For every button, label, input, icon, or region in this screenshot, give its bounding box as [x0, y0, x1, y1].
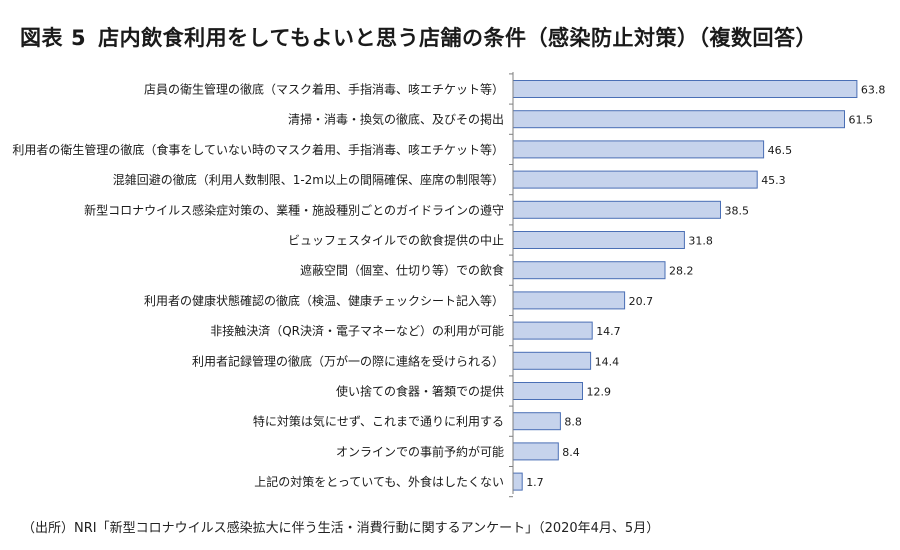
- bar: [512, 442, 559, 461]
- data-label: 20.7: [629, 295, 654, 308]
- bar: [512, 412, 561, 431]
- bar: [512, 140, 765, 159]
- figure-number: 5: [71, 26, 87, 50]
- category-label: 店員の衛生管理の徹底（マスク着用、手指消毒、咳エチケット等）: [144, 82, 504, 97]
- data-label: 63.8: [861, 84, 886, 97]
- bar: [512, 382, 583, 400]
- category-label: ビュッフェスタイルでの飲食提供の中止: [288, 233, 504, 248]
- bar: [512, 261, 666, 280]
- data-label: 46.5: [768, 144, 793, 157]
- category-label: 新型コロナウイルス感染症対策の、業種・施設種別ごとのガイドラインの遵守: [84, 202, 504, 217]
- category-label: 利用者記録管理の徹底（万が一の際に連絡を受けられる）: [192, 353, 504, 368]
- data-label: 28.2: [669, 265, 694, 278]
- category-label: 混雑回避の徹底（利用人数制限、1-2m以上の間隔確保、座席の制限等）: [113, 172, 504, 187]
- data-label: 61.5: [849, 114, 874, 127]
- bar: [512, 321, 593, 340]
- data-label: 14.7: [596, 325, 621, 338]
- bar: [512, 200, 721, 219]
- bar-chart: 店員の衛生管理の徹底（マスク着用、手指消毒、咳エチケット等） 63.8 清掃・消毒・…: [12, 72, 886, 498]
- bar: [512, 351, 592, 370]
- title-text: 店内飲食利用をしてもよいと思う店舗の条件（感染防止対策）（複数回答）: [98, 26, 817, 50]
- data-label: 8.4: [562, 446, 580, 459]
- source-note: （出所）NRI「新型コロナウイルス感染拡大に伴う生活・消費行動に関するアンケート…: [22, 521, 660, 536]
- category-label: 特に対策は気にせず、これまで通りに利用する: [253, 414, 504, 429]
- data-label: 12.9: [587, 386, 612, 399]
- category-label: 使い捨ての食器・箸類での提供: [336, 384, 504, 399]
- category-label: 利用者の健康状態確認の徹底（検温、健康チェックシート記入等）: [144, 293, 504, 308]
- category-label: 遮蔽空間（個室、仕切り等）での飲食: [300, 263, 504, 278]
- data-label: 31.8: [688, 235, 713, 248]
- category-label: 清掃・消毒・換気の徹底、及びその掲出: [288, 112, 504, 127]
- data-label: 8.8: [564, 416, 582, 429]
- bar: [512, 80, 858, 98]
- category-label: 利用者の衛生管理の徹底（食事をしていない時のマスク着用、手指消毒、咳エチケット等…: [12, 142, 504, 157]
- figure-label: 図表: [20, 26, 63, 50]
- category-label: 上記の対策をとっていても、外食はしたくない: [254, 474, 504, 489]
- bar: [512, 291, 626, 310]
- category-label: オンラインでの事前予約が可能: [336, 444, 504, 459]
- bar: [512, 231, 685, 249]
- data-label: 1.7: [526, 476, 544, 489]
- data-label: 38.5: [725, 204, 750, 217]
- bar: [512, 110, 845, 129]
- category-label: 非接触決済（QR決済・電子マネーなど）の利用が可能: [210, 323, 504, 338]
- bar: [512, 472, 523, 491]
- bar: [512, 170, 758, 189]
- data-label: 45.3: [761, 174, 786, 187]
- data-label: 14.4: [595, 355, 620, 368]
- chart-title: 図表 5 店内飲食利用をしてもよいと思う店舗の条件（感染防止対策）（複数回答）: [20, 22, 817, 52]
